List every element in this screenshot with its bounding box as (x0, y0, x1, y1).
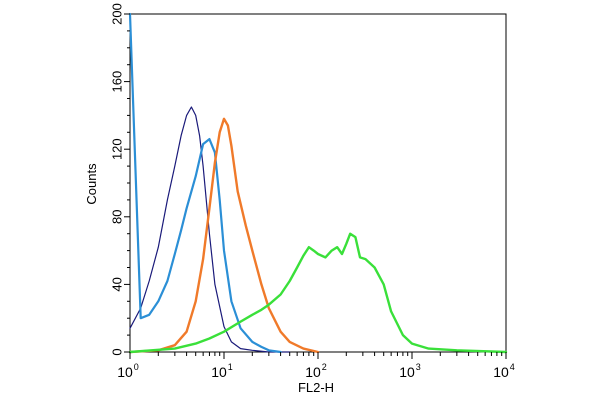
y-tick-label: 0 (109, 348, 124, 355)
x-tick-label: 103 (399, 362, 421, 380)
y-tick-label: 200 (109, 3, 124, 25)
series-line-4 (128, 232, 508, 354)
series-line-1 (129, 106, 291, 353)
y-tick-label: 160 (109, 71, 124, 93)
x-tick-label: 100 (117, 362, 139, 380)
y-tick-label: 120 (109, 138, 124, 160)
x-tick-label: 101 (211, 362, 233, 380)
x-tick-label: 102 (305, 362, 327, 380)
y-tick-label: 80 (109, 210, 124, 224)
y-tick-label: 40 (109, 277, 124, 291)
x-tick-label: 104 (493, 362, 515, 380)
plot-border (129, 13, 507, 353)
series-line-2 (128, 12, 282, 354)
y-axis-label: Counts (84, 163, 99, 205)
x-axis-label: FL2-H (298, 380, 334, 395)
series-line-3 (128, 117, 320, 354)
